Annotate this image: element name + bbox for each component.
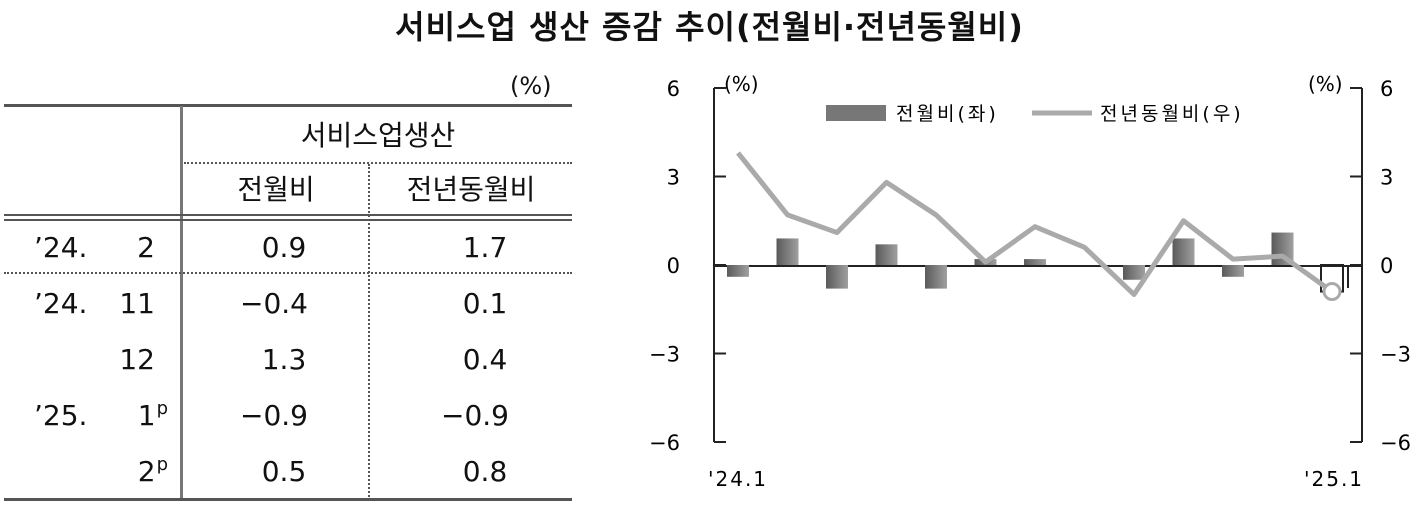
- row-year: ’24.: [34, 287, 88, 320]
- bar-mark: [925, 265, 947, 289]
- table-stub-rule: [180, 106, 183, 500]
- row-month: 2: [137, 231, 155, 264]
- right-tick-label: 0: [1380, 254, 1393, 278]
- line-series: [736, 151, 1342, 302]
- legend-line-label: 전년동월비(우): [1100, 103, 1244, 125]
- bar-mark: [1123, 265, 1145, 280]
- row-mom-value: −0.4: [240, 287, 308, 320]
- left-axis-unit: (%): [724, 72, 759, 96]
- bar-mark: [776, 238, 799, 265]
- row-mom-value: −0.9: [240, 399, 308, 432]
- bar-mark: [727, 265, 749, 277]
- right-axis-unit: (%): [1308, 72, 1343, 96]
- bar-mark: [1024, 259, 1046, 265]
- table-col-divider: [368, 164, 370, 500]
- left-tick-label: −3: [649, 343, 680, 367]
- bar-mark: [826, 265, 848, 289]
- row-month: 11: [119, 287, 155, 320]
- table-group-header: 서비스업생산: [300, 119, 456, 152]
- row-month: 1p: [137, 398, 168, 432]
- row-mom-value: 1.3: [261, 343, 307, 376]
- table-bottom-rule: [4, 498, 572, 501]
- left-tick-label: 3: [667, 166, 680, 190]
- row-yoy-value: −0.9: [441, 399, 509, 432]
- right-ticks: 6 3 0 −3 −6: [1350, 77, 1411, 455]
- col-header-mom: 전월비: [237, 173, 315, 206]
- row-month: 12: [119, 343, 155, 376]
- left-ticks: 6 3 0 −3 −6: [649, 77, 726, 455]
- service-production-table: (%) 서비스업생산 전월비 전년동월비 ’24. 2 0.9 1.7 ’24.…: [4, 66, 572, 504]
- legend-bar-swatch: [826, 105, 886, 121]
- row-mom-value: 0.9: [261, 231, 307, 264]
- table-header-rule-2: [4, 219, 572, 221]
- row-year: ’24.: [34, 231, 88, 264]
- right-tick-label: −6: [1380, 431, 1411, 455]
- table-group-divider: [184, 162, 572, 164]
- legend: 전월비(좌) 전년동월비(우): [826, 103, 1244, 125]
- row-yoy-value: 0.8: [462, 455, 508, 488]
- bar-mark: [1172, 238, 1195, 265]
- right-tick-label: 6: [1380, 77, 1393, 101]
- legend-bar-label: 전월비(좌): [896, 103, 999, 125]
- bar-mark: [1222, 265, 1244, 277]
- row-mom-value: 0.5: [261, 455, 307, 488]
- row-yoy-value: 0.4: [462, 343, 508, 376]
- x-label-start: '24.1: [708, 467, 768, 491]
- table-unit: (%): [510, 72, 552, 100]
- bar-series: [727, 232, 1344, 293]
- yoy-point: [1322, 282, 1342, 302]
- bar-mark: [875, 244, 898, 265]
- right-tick-label: 3: [1380, 166, 1393, 190]
- row-yoy-value: 1.7: [462, 231, 508, 264]
- right-tick-label: −3: [1380, 343, 1411, 367]
- page-title: 서비스업 생산 증감 추이(전월비·전년동월비): [395, 8, 1024, 46]
- table-row-divider: [4, 272, 572, 274]
- left-tick-label: −6: [649, 431, 680, 455]
- left-tick-label: 0: [667, 254, 680, 278]
- service-production-chart: 630−3−6 630−3−6 (%) (%) 전월비(좌) 전년동월비(우) …: [649, 72, 1411, 491]
- row-year: ’25.: [34, 399, 88, 432]
- x-label-end: '25.1: [1304, 467, 1364, 491]
- table-top-rule: [4, 104, 572, 107]
- row-month: 2p: [137, 454, 168, 488]
- left-tick-label: 6: [667, 77, 680, 101]
- col-header-yoy: 전년동월비: [406, 173, 536, 206]
- table-header-rule-1: [4, 214, 572, 216]
- row-yoy-value: 0.1: [462, 287, 508, 320]
